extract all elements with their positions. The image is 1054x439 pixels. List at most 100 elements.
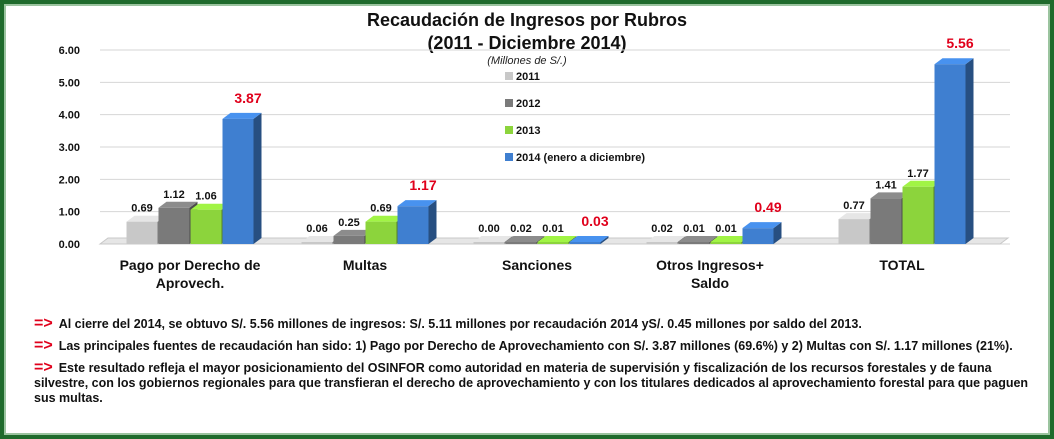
legend-label: 2014 (enero a diciembre) bbox=[516, 152, 645, 164]
y-tick-label: 6.00 bbox=[59, 45, 80, 57]
bar bbox=[870, 198, 902, 244]
data-label: 0.69 bbox=[370, 203, 391, 215]
bar bbox=[505, 242, 537, 244]
legend-label: 2012 bbox=[516, 98, 540, 110]
x-tick-label: Otros Ingresos+ bbox=[656, 257, 764, 273]
legend-label: 2011 bbox=[516, 71, 540, 83]
bar-side bbox=[600, 236, 609, 244]
bar bbox=[934, 64, 966, 244]
bar-top bbox=[190, 203, 230, 210]
bar bbox=[838, 219, 870, 244]
note-text: Este resultado refleja el mayor posicion… bbox=[34, 361, 1029, 405]
bar-top bbox=[222, 112, 262, 119]
x-tick-label: Sanciones bbox=[502, 257, 572, 273]
data-label: 0.01 bbox=[715, 223, 736, 235]
bar bbox=[473, 242, 505, 244]
y-tick-label: 0.00 bbox=[59, 239, 80, 251]
note-2: => Las principales fuentes de recaudación… bbox=[34, 338, 1034, 354]
data-label: 0.01 bbox=[542, 223, 563, 235]
bar bbox=[158, 207, 190, 244]
note-text: Al cierre del 2014, se obtuvo S/. 5.56 m… bbox=[58, 317, 862, 331]
data-label: 0.02 bbox=[651, 223, 672, 235]
data-label: 1.12 bbox=[163, 189, 184, 201]
bar-top bbox=[301, 236, 341, 242]
bar-top bbox=[365, 215, 405, 222]
bar bbox=[190, 209, 222, 244]
notes-section: => Al cierre del 2014, se obtuvo S/. 5.56… bbox=[34, 316, 1034, 412]
bar-top bbox=[473, 236, 513, 242]
bar-top bbox=[158, 201, 198, 208]
x-tick-label: Multas bbox=[343, 257, 388, 273]
x-tick-label: TOTAL bbox=[879, 257, 925, 273]
bar-top bbox=[505, 236, 545, 242]
bar bbox=[902, 186, 934, 244]
bar bbox=[333, 235, 365, 244]
y-tick-label: 3.00 bbox=[59, 142, 80, 154]
data-label: 0.01 bbox=[683, 223, 704, 235]
data-label: 1.17 bbox=[409, 177, 436, 193]
data-label: 1.06 bbox=[195, 191, 216, 203]
legend-label: 2013 bbox=[516, 125, 540, 137]
bar-top bbox=[126, 215, 166, 222]
arrow-icon: => bbox=[34, 337, 53, 354]
data-label: 0.49 bbox=[754, 199, 781, 215]
bar-top bbox=[646, 236, 686, 242]
bar bbox=[569, 242, 601, 244]
bar bbox=[646, 242, 678, 244]
bar bbox=[397, 206, 429, 244]
data-label: 0.00 bbox=[478, 223, 499, 235]
bar bbox=[710, 242, 742, 244]
bar bbox=[537, 242, 569, 244]
y-tick-label: 2.00 bbox=[59, 174, 80, 186]
y-tick-label: 5.00 bbox=[59, 77, 80, 89]
y-tick-label: 1.00 bbox=[59, 207, 80, 219]
data-label: 0.03 bbox=[581, 213, 608, 229]
data-label: 1.77 bbox=[907, 168, 928, 180]
data-label: 0.25 bbox=[338, 217, 359, 229]
arrow-icon: => bbox=[34, 359, 53, 376]
bar-top bbox=[902, 180, 942, 187]
bar-top bbox=[838, 213, 878, 220]
note-text: Las principales fuentes de recaudación h… bbox=[58, 339, 1013, 353]
x-tick-label: Saldo bbox=[691, 275, 729, 291]
chart-title: Recaudación de Ingresos por Rubros bbox=[366, 10, 688, 30]
bar-top bbox=[397, 200, 437, 207]
data-label: 0.69 bbox=[131, 203, 152, 215]
bar-side bbox=[965, 58, 974, 244]
data-label: 0.06 bbox=[306, 223, 327, 235]
bar-top bbox=[678, 236, 718, 242]
bar-top bbox=[934, 58, 974, 65]
bar-top bbox=[537, 236, 577, 242]
x-tick-label: Aprovech. bbox=[156, 275, 224, 291]
bar-side bbox=[773, 222, 782, 244]
legend-swatch bbox=[505, 153, 513, 161]
bar bbox=[365, 221, 397, 244]
data-label: 0.02 bbox=[510, 223, 531, 235]
bar-side bbox=[428, 200, 437, 244]
bar bbox=[742, 228, 774, 244]
bar bbox=[126, 221, 158, 244]
legend-swatch bbox=[505, 99, 513, 107]
data-label: 5.56 bbox=[946, 35, 973, 51]
bar-top bbox=[742, 222, 782, 229]
bar-top bbox=[710, 236, 750, 242]
y-tick-label: 4.00 bbox=[59, 110, 80, 122]
x-tick-label: Pago por Derecho de bbox=[120, 257, 261, 273]
chart-subtitle: (2011 - Diciembre 2014) bbox=[427, 33, 627, 53]
bar-top bbox=[870, 192, 910, 199]
bar-side bbox=[253, 112, 262, 245]
bar bbox=[222, 118, 254, 244]
data-label: 0.77 bbox=[843, 200, 864, 212]
bar-chart: 0.00 1.00 2.00 3.00 4.00 5.00 6.00 0.69 1.12 1.06… bbox=[59, 35, 1010, 291]
arrow-icon: => bbox=[34, 315, 53, 332]
chart-units: (Millones de S/.) bbox=[487, 55, 567, 67]
data-label: 1.41 bbox=[875, 179, 896, 191]
bar bbox=[678, 242, 710, 244]
legend-swatch bbox=[505, 72, 513, 80]
bar bbox=[301, 242, 333, 244]
bar-top bbox=[333, 229, 373, 236]
data-label: 3.87 bbox=[234, 90, 261, 106]
legend-swatch bbox=[505, 126, 513, 134]
note-1: => Al cierre del 2014, se obtuvo S/. 5.56… bbox=[34, 316, 1034, 332]
bar-top bbox=[569, 236, 609, 242]
